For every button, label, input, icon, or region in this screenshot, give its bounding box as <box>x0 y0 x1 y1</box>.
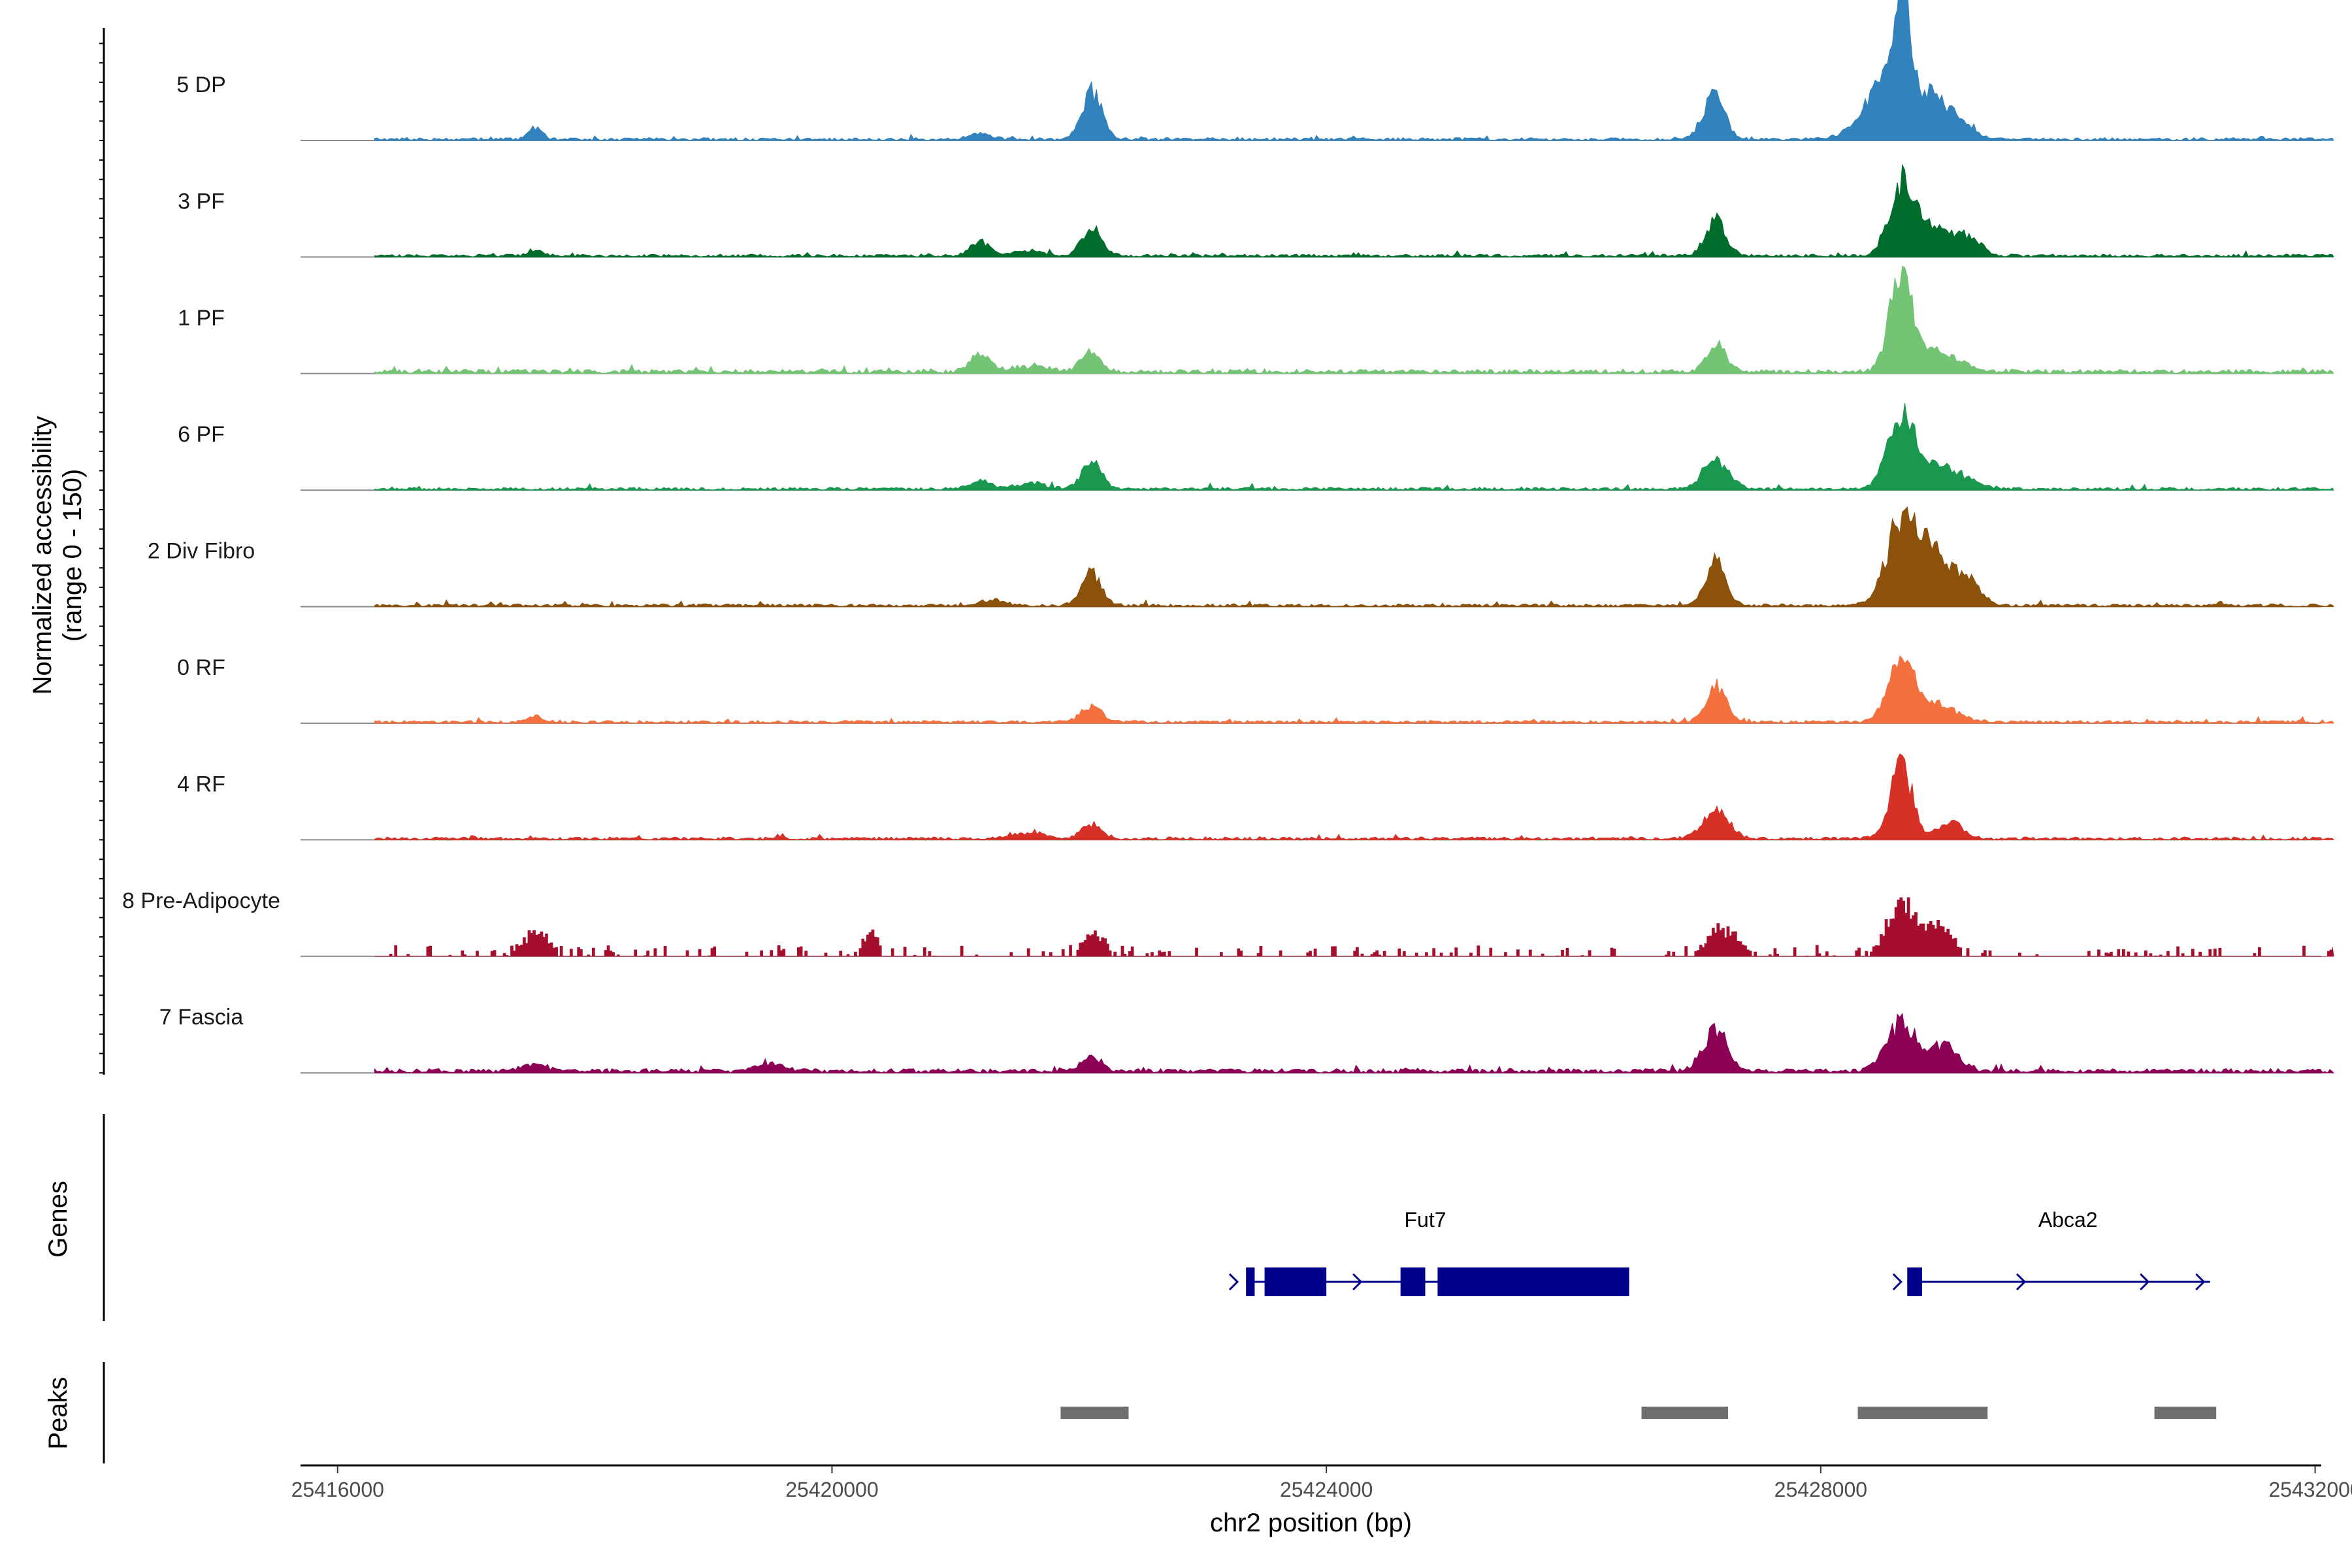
y-axis-label: Normalized accessibility <box>28 416 57 695</box>
track-label: 5 DP <box>176 73 226 97</box>
strand-arrow <box>1352 1273 1363 1291</box>
coverage-tracks: 5 DP 3 PF 1 PF 6 PF 2 Div Fibro 0 RF 4 RF 8 Pre… <box>122 0 2335 1074</box>
strand-arrow <box>2195 1273 2206 1291</box>
coverage-area <box>374 506 2334 608</box>
gene-exon <box>1907 1267 1922 1296</box>
peaks-panel-label: Peaks <box>44 1377 73 1449</box>
x-tick-label: 25424000 <box>1280 1478 1373 1501</box>
x-tick-label: 25432000 <box>2268 1478 2352 1501</box>
x-tick-label: 25416000 <box>291 1478 384 1501</box>
track-label: 7 Fascia <box>159 1005 244 1030</box>
gene-exon <box>1264 1267 1327 1296</box>
coverage-area <box>374 265 2334 374</box>
x-axis-label: chr2 position (bp) <box>1210 1509 1412 1537</box>
x-tick-label: 25428000 <box>1774 1478 1867 1501</box>
track-1-pf: 1 PF <box>178 265 2334 374</box>
coverage-area <box>374 402 2334 491</box>
gene-exon <box>1437 1267 1629 1296</box>
coverage-area <box>374 897 2334 957</box>
strand-arrow <box>2016 1273 2027 1291</box>
track-label: 3 PF <box>178 189 225 214</box>
coverage-area <box>374 655 2334 724</box>
gene-exon <box>1400 1267 1426 1296</box>
gene-fut7: Fut7 <box>1228 1208 1629 1296</box>
track-6-pf: 6 PF <box>178 402 2334 491</box>
gene-exon <box>1246 1267 1255 1296</box>
strand-arrow <box>2140 1273 2150 1291</box>
track-0-rf: 0 RF <box>177 655 2334 724</box>
coverage-area <box>374 0 2334 141</box>
peak-region <box>1641 1407 1728 1419</box>
track-3-pf: 3 PF <box>178 163 2334 258</box>
genes-panel-label: Genes <box>44 1181 73 1258</box>
x-tick-label: 25420000 <box>785 1478 878 1501</box>
track-5-dp: 5 DP <box>176 0 2334 141</box>
genes-panel: Fut7 Abca2 <box>103 1114 2210 1321</box>
track-label: 0 RF <box>177 655 225 680</box>
peak-region <box>1060 1407 1129 1419</box>
peaks-panel <box>103 1362 2217 1463</box>
peak-region <box>2154 1407 2217 1419</box>
track-label: 6 PF <box>178 422 225 447</box>
gene-label: Fut7 <box>1404 1208 1446 1232</box>
coverage-area <box>374 1013 2335 1074</box>
strand-arrow <box>1228 1273 1239 1291</box>
coverage-area <box>374 163 2334 258</box>
gene-abca2: Abca2 <box>1892 1208 2210 1296</box>
y-axis <box>99 28 105 1075</box>
peak-region <box>1857 1407 1988 1419</box>
track-label: 8 Pre-Adipocyte <box>122 889 280 913</box>
track-8-pre-adipocyte: 8 Pre-Adipocyte <box>122 889 2334 957</box>
track-label: 2 Div Fibro <box>148 539 255 564</box>
track-7-fascia: 7 Fascia <box>159 1005 2335 1074</box>
x-axis: 25416000 25420000 25424000 25428000 25432000 <box>291 1464 2352 1501</box>
gene-label: Abca2 <box>2038 1208 2098 1232</box>
y-axis-range-label: (range 0 - 150) <box>58 469 87 642</box>
track-2-div-fibro: 2 Div Fibro <box>148 506 2334 608</box>
track-label: 4 RF <box>177 772 225 796</box>
coverage-area <box>374 753 2335 841</box>
track-label: 1 PF <box>178 306 225 331</box>
strand-arrow <box>1892 1273 1903 1291</box>
track-4-rf: 4 RF <box>177 753 2335 841</box>
